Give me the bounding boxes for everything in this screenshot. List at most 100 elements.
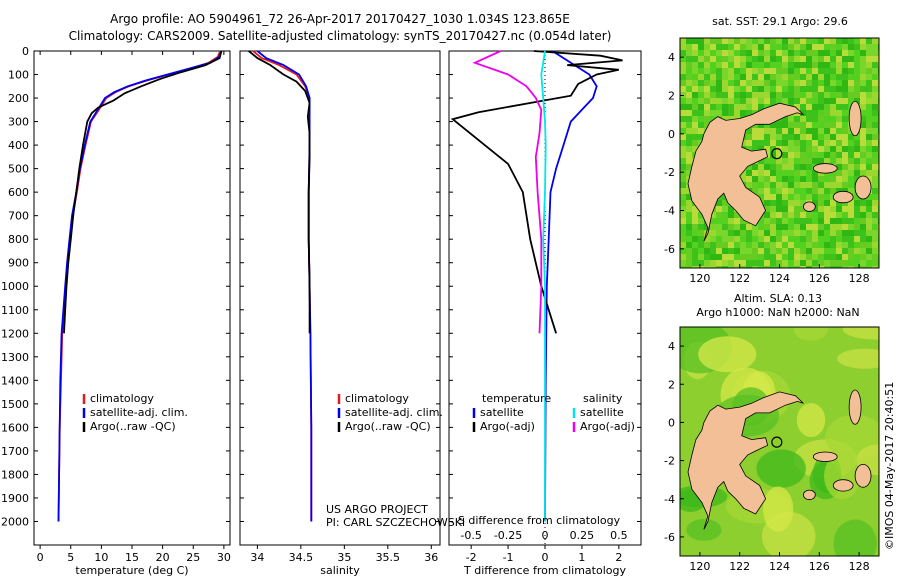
sst-cell <box>770 170 776 176</box>
sst-cell <box>860 74 866 80</box>
sst-cell <box>872 158 878 164</box>
sst-cell <box>698 50 704 56</box>
sst-cell <box>788 134 794 140</box>
sst-cell <box>788 62 794 68</box>
sst-cell <box>812 38 818 44</box>
sst-cell <box>704 224 710 230</box>
sst-cell <box>680 266 686 268</box>
sst-cell <box>824 194 830 200</box>
sst-cell <box>818 134 824 140</box>
sst-cell <box>788 236 794 242</box>
sst-cell <box>716 98 722 104</box>
sst-cell <box>818 122 824 128</box>
sst-cell <box>866 116 872 122</box>
sst-cell <box>686 212 692 218</box>
sst-cell <box>824 74 830 80</box>
sst-cell <box>812 122 818 128</box>
sst-cell <box>842 170 848 176</box>
sst-cell <box>842 266 848 268</box>
sst-cell <box>776 248 782 254</box>
sst-cell <box>800 80 806 86</box>
sst-cell <box>692 140 698 146</box>
sst-cell <box>866 158 872 164</box>
sst-cell <box>770 152 776 158</box>
sst-cell <box>698 104 704 110</box>
sst-cell <box>818 218 824 224</box>
sst-cell <box>866 206 872 212</box>
sst-cell <box>830 110 836 116</box>
sst-cell <box>716 236 722 242</box>
sst-cell <box>806 62 812 68</box>
profile-location-marker <box>771 436 783 448</box>
sst-cell <box>782 146 788 152</box>
sst-cell <box>680 50 686 56</box>
sst-cell <box>800 254 806 260</box>
sst-cell <box>812 62 818 68</box>
sst-cell <box>728 86 734 92</box>
sst-cell <box>722 68 728 74</box>
sst-cell <box>704 236 710 242</box>
sst-cell <box>860 98 866 104</box>
sst-cell <box>686 146 692 152</box>
sst-cell <box>788 122 794 128</box>
sst-cell <box>788 98 794 104</box>
sst-cell <box>710 212 716 218</box>
sst-cell <box>770 68 776 74</box>
sst-cell <box>680 116 686 122</box>
sst-cell <box>800 260 806 266</box>
sst-cell <box>842 122 848 128</box>
sst-cell <box>866 92 872 98</box>
sst-cell <box>860 248 866 254</box>
sst-cell <box>740 224 746 230</box>
sst-cell <box>818 74 824 80</box>
sst-cell <box>692 218 698 224</box>
sst-cell <box>788 254 794 260</box>
sst-cell <box>728 74 734 80</box>
sst-cell <box>806 158 812 164</box>
sst-cell <box>710 224 716 230</box>
sst-cell <box>770 230 776 236</box>
sst-cell <box>854 242 860 248</box>
sst-cell <box>770 44 776 50</box>
sst-cell <box>806 266 812 268</box>
sst-cell <box>764 146 770 152</box>
series-line-1 <box>256 50 313 522</box>
sla-blob <box>842 327 879 340</box>
sst-cell <box>818 182 824 188</box>
sst-cell <box>860 92 866 98</box>
sst-cell <box>752 182 758 188</box>
sst-cell <box>698 254 704 260</box>
sst-cell <box>764 176 770 182</box>
sst-cell <box>680 242 686 248</box>
sst-cell <box>698 62 704 68</box>
sst-cell <box>746 134 752 140</box>
sst-cell <box>836 236 842 242</box>
t-diff-tick-label: 1 <box>578 551 585 564</box>
sst-cell <box>824 218 830 224</box>
depth-tick-label: 200 <box>8 92 29 105</box>
sla-blob <box>686 518 722 541</box>
sst-map-title: sat. SST: 29.1 Argo: 29.6 <box>712 15 848 28</box>
sst-cell <box>842 68 848 74</box>
sst-cell <box>776 206 782 212</box>
sst-cell <box>842 260 848 266</box>
legend-group-title: salinity <box>583 392 623 405</box>
sst-cell <box>692 266 698 268</box>
sst-cell <box>836 170 842 176</box>
sst-cell <box>848 212 854 218</box>
salinity-profile-panel: 34 34.5 35 35.5 36 salinity climatologysatelli… <box>239 50 443 577</box>
sst-cell <box>710 44 716 50</box>
sst-cell <box>824 206 830 212</box>
sst-cell <box>800 152 806 158</box>
sst-cell <box>716 104 722 110</box>
temperature-tick-label: 25 <box>186 551 200 564</box>
sst-cell <box>770 176 776 182</box>
sst-cell <box>782 176 788 182</box>
sst-cell <box>776 80 782 86</box>
sst-cell <box>728 230 734 236</box>
sst-cell <box>860 86 866 92</box>
sst-cell <box>746 104 752 110</box>
sst-cell <box>860 80 866 86</box>
sst-cell <box>860 218 866 224</box>
sst-cell <box>692 236 698 242</box>
